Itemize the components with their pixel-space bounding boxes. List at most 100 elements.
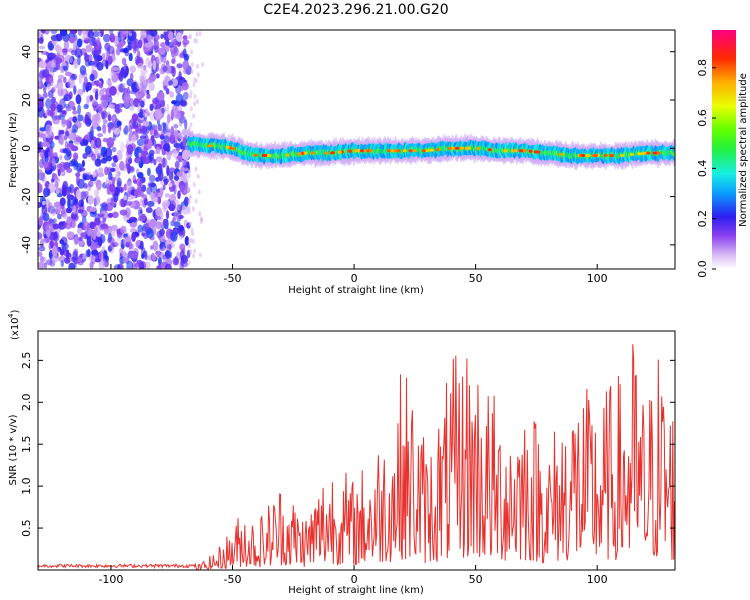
noise-blob	[79, 191, 87, 200]
noise-blob	[73, 58, 79, 69]
y-tick-label: -20	[20, 188, 33, 206]
noise-blob	[38, 107, 45, 118]
noise-blob	[137, 171, 144, 179]
noise-blob	[192, 113, 196, 119]
noise-blob	[151, 196, 159, 203]
noise-blob	[152, 240, 159, 252]
noise-blob	[94, 158, 102, 167]
noise-blob	[139, 125, 147, 135]
noise-blob	[143, 197, 148, 206]
spectrogram-x-label: Height of straight line (km)	[288, 285, 424, 296]
noise-blob	[85, 44, 93, 53]
noise-blob	[96, 37, 101, 45]
noise-blob	[54, 181, 59, 189]
noise-blob	[55, 203, 62, 214]
spectrogram-y-ticks: -40 -20 0 20 40	[20, 45, 675, 254]
noise-blob	[162, 184, 166, 191]
y-tick-label: -40	[20, 236, 33, 254]
noise-blob	[69, 30, 78, 35]
noise-blob	[59, 129, 65, 135]
noise-blob	[114, 186, 121, 195]
noise-blob	[79, 221, 84, 227]
noise-blob	[92, 171, 96, 178]
noise-blob	[61, 242, 69, 250]
spectrogram-panel: -100 -50 0 50 100 -40 -20 0 20 40 Height of stra…	[8, 29, 676, 296]
snr-y-label: SNR (10 * v/v)	[8, 414, 19, 485]
ridge-peak	[435, 148, 440, 152]
noise-blob	[133, 188, 142, 198]
noise-blob	[174, 161, 180, 169]
y-tick-label: 2.0	[20, 394, 33, 412]
noise-blob	[181, 81, 189, 91]
noise-blob	[77, 104, 81, 115]
noise-blob	[198, 211, 202, 217]
noise-blob	[38, 169, 43, 175]
noise-blob	[80, 232, 86, 238]
noise-blob	[49, 140, 55, 149]
noise-blob	[74, 48, 83, 58]
spectrogram-x-ticks: -100 -50 0 50 100	[98, 264, 608, 285]
noise-blob	[87, 180, 94, 188]
noise-blob	[97, 106, 103, 114]
noise-blob	[176, 204, 183, 213]
snr-scale-close: )	[10, 310, 21, 314]
noise-blob	[77, 88, 84, 96]
noise-blob	[59, 197, 66, 206]
noise-blob	[162, 53, 167, 64]
y-tick-label: 2.5	[20, 352, 33, 370]
ridge-peak	[629, 153, 634, 156]
noise-blob	[137, 62, 144, 69]
noise-blob	[69, 55, 73, 63]
noise-blob	[40, 238, 45, 249]
noise-blob	[201, 62, 205, 68]
noise-blob	[108, 171, 113, 181]
ridge-peak	[285, 153, 290, 157]
noise-blob	[102, 119, 108, 124]
noise-blob	[105, 147, 113, 158]
noise-blob	[80, 30, 89, 35]
noise-blob	[194, 78, 198, 84]
noise-blob	[77, 227, 83, 234]
noise-blob	[93, 189, 100, 197]
noise-blob	[163, 135, 170, 146]
noise-blob	[143, 145, 148, 155]
noise-blob	[68, 133, 75, 141]
snr-frame	[37, 330, 676, 571]
noise-blob	[141, 213, 146, 221]
noise-blob	[166, 103, 170, 114]
noise-blob	[94, 90, 99, 101]
noise-blob	[129, 72, 134, 81]
noise-blob	[111, 116, 116, 123]
noise-blob	[100, 210, 109, 220]
noise-blob	[69, 36, 76, 44]
noise-blob	[187, 173, 191, 179]
noise-blob	[55, 188, 60, 195]
noise-blob	[63, 135, 68, 141]
noise-blob	[105, 80, 112, 85]
ridge-peak	[261, 154, 266, 157]
noise-blob	[38, 216, 43, 227]
noise-blob	[91, 64, 95, 75]
noise-blob	[86, 150, 94, 158]
noise-blob	[188, 221, 192, 227]
noise-blob	[101, 110, 108, 120]
noise-blob	[189, 106, 193, 112]
ridge-peak	[353, 149, 358, 153]
noise-blob	[190, 68, 194, 74]
noise-blob	[126, 219, 133, 224]
noise-blob	[131, 40, 138, 50]
noise-blob	[191, 231, 195, 237]
snr-y-ticks: 0.5 1.0 1.5 2.0 2.5	[20, 352, 675, 537]
noise-blob	[75, 94, 82, 105]
noise-blob	[134, 55, 141, 66]
noise-blob	[106, 198, 111, 204]
noise-blob	[66, 167, 73, 174]
noise-blob	[63, 76, 67, 84]
noise-blob	[55, 62, 61, 71]
noise-blob	[58, 221, 65, 226]
noise-blob	[81, 160, 85, 168]
noise-blob	[165, 120, 169, 132]
noise-blob	[128, 157, 133, 165]
ridge-peak	[266, 154, 271, 157]
